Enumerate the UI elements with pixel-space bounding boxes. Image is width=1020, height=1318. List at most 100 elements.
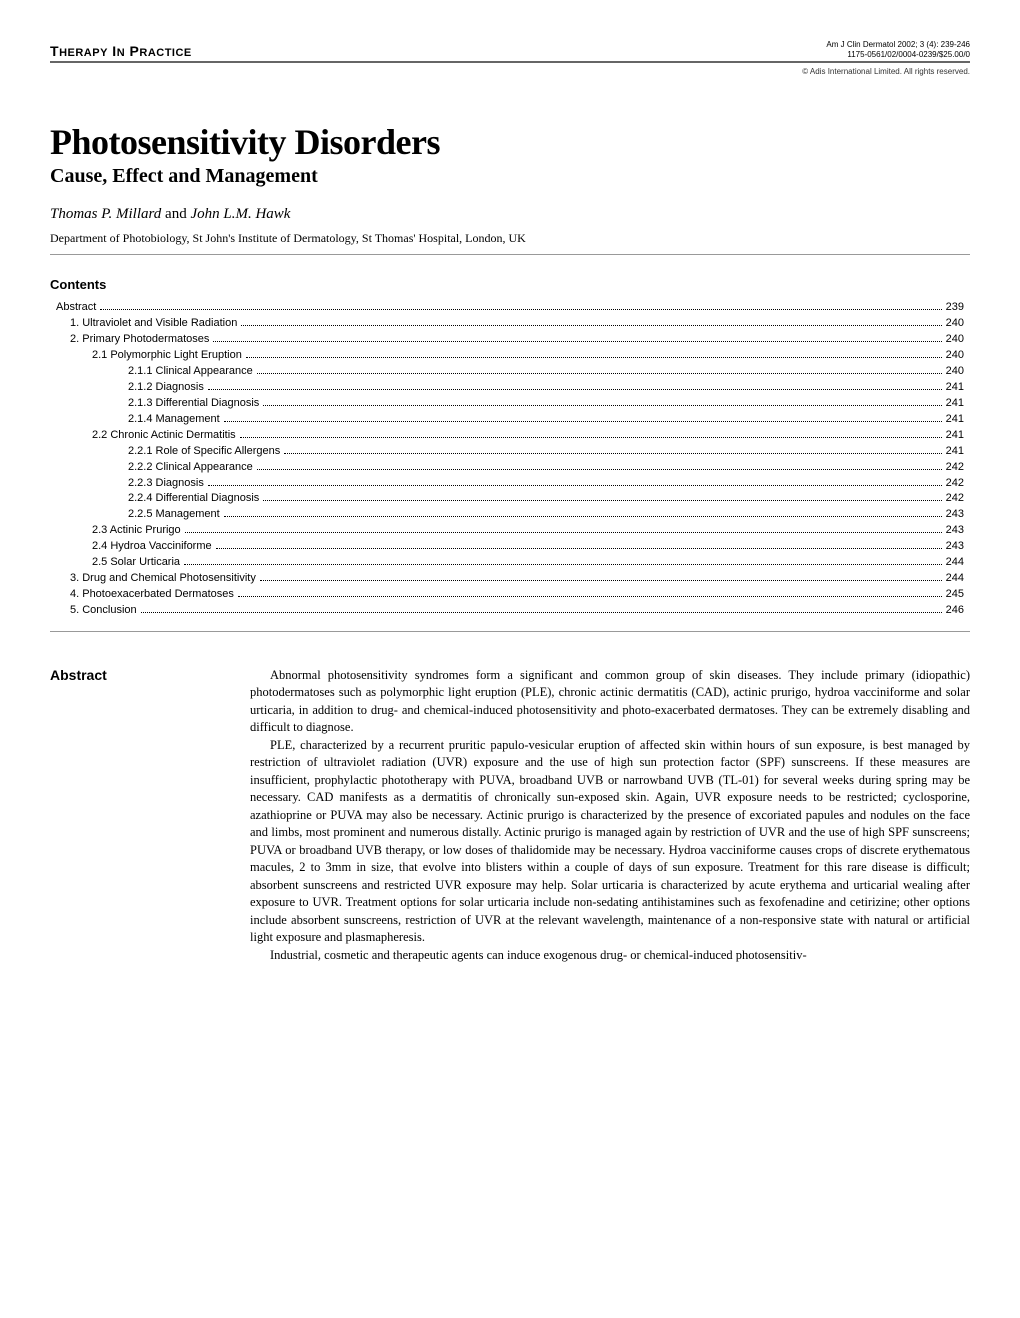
toc-row: 2.4 Hydroa Vacciniforme 243: [56, 539, 964, 555]
toc-dots: [224, 516, 942, 517]
toc-page: 241: [946, 412, 964, 428]
toc-page: 241: [946, 428, 964, 444]
toc-label: 2.1.4 Management: [128, 412, 220, 428]
toc-label: 2.5 Solar Urticaria: [92, 555, 180, 571]
toc-label: 2.4 Hydroa Vacciniforme: [92, 539, 212, 555]
toc-label: 2.1 Polymorphic Light Eruption: [92, 348, 242, 364]
toc-dots: [208, 485, 942, 486]
toc-page: 241: [946, 444, 964, 460]
toc-page: 244: [946, 571, 964, 587]
toc-dots: [141, 612, 942, 613]
section-label-text: THERAPY IN PRACTICE: [50, 43, 192, 59]
citation-block: Am J Clin Dermatol 2002; 3 (4): 239-246 …: [826, 40, 970, 59]
page-header: THERAPY IN PRACTICE Am J Clin Dermatol 2…: [50, 40, 970, 63]
subtitle: Cause, Effect and Management: [50, 165, 970, 188]
toc-page: 239: [946, 300, 964, 316]
abstract-label: Abstract: [50, 667, 220, 965]
toc-page: 242: [946, 476, 964, 492]
title-block: Photosensitivity Disorders Cause, Effect…: [50, 121, 970, 246]
toc-label: 2.3 Actinic Prurigo: [92, 523, 181, 539]
toc-page: 246: [946, 603, 964, 619]
toc-row: Abstract 239: [56, 300, 964, 316]
toc-label: 2.2 Chronic Actinic Dermatitis: [92, 428, 236, 444]
toc-dots: [213, 341, 941, 342]
table-of-contents: Abstract 2391. Ultraviolet and Visible R…: [50, 300, 970, 619]
toc-label: 2.2.4 Differential Diagnosis: [128, 491, 259, 507]
toc-row: 2.2.5 Management 243: [56, 507, 964, 523]
toc-dots: [263, 500, 941, 501]
toc-dots: [246, 357, 942, 358]
toc-dots: [184, 564, 942, 565]
toc-label: 2.2.2 Clinical Appearance: [128, 460, 253, 476]
toc-page: 244: [946, 555, 964, 571]
toc-label: 2. Primary Photodermatoses: [70, 332, 209, 348]
toc-dots: [260, 580, 942, 581]
toc-dots: [263, 405, 941, 406]
toc-page: 240: [946, 316, 964, 332]
toc-row: 2.2.4 Differential Diagnosis 242: [56, 491, 964, 507]
toc-row: 2.1.3 Differential Diagnosis 241: [56, 396, 964, 412]
toc-page: 241: [946, 396, 964, 412]
toc-dots: [257, 373, 942, 374]
citation-line-1: Am J Clin Dermatol 2002; 3 (4): 239-246: [826, 40, 970, 50]
abstract-p3: Industrial, cosmetic and therapeutic age…: [250, 947, 970, 965]
toc-row: 2.2.3 Diagnosis 242: [56, 476, 964, 492]
section-label: THERAPY IN PRACTICE: [50, 43, 192, 59]
toc-row: 1. Ultraviolet and Visible Radiation 240: [56, 316, 964, 332]
abstract-p1: Abnormal photosensitivity syndromes form…: [250, 667, 970, 737]
toc-dots: [284, 453, 941, 454]
toc-row: 2.2.1 Role of Specific Allergens 241: [56, 444, 964, 460]
copyright-line: © Adis International Limited. All rights…: [50, 67, 970, 76]
abstract-body: Abnormal photosensitivity syndromes form…: [250, 667, 970, 965]
toc-page: 242: [946, 491, 964, 507]
citation-line-2: 1175-0561/02/0004-0239/$25.00/0: [826, 50, 970, 60]
toc-label: 2.2.5 Management: [128, 507, 220, 523]
toc-row: 2.1.1 Clinical Appearance 240: [56, 364, 964, 380]
toc-dots: [238, 596, 942, 597]
toc-label: 2.1.1 Clinical Appearance: [128, 364, 253, 380]
toc-page: 240: [946, 348, 964, 364]
toc-dots: [208, 389, 942, 390]
main-title: Photosensitivity Disorders: [50, 121, 970, 163]
toc-row: 2.1.4 Management 241: [56, 412, 964, 428]
affiliation: Department of Photobiology, St John's In…: [50, 231, 970, 246]
contents-heading: Contents: [50, 277, 970, 292]
toc-row: 4. Photoexacerbated Dermatoses 245: [56, 587, 964, 603]
toc-page: 243: [946, 523, 964, 539]
divider-bottom: [50, 631, 970, 632]
toc-page: 240: [946, 364, 964, 380]
toc-dots: [240, 437, 942, 438]
toc-label: 2.2.3 Diagnosis: [128, 476, 204, 492]
toc-label: 2.1.3 Differential Diagnosis: [128, 396, 259, 412]
toc-page: 243: [946, 539, 964, 555]
toc-row: 2.1 Polymorphic Light Eruption 240: [56, 348, 964, 364]
toc-label: Abstract: [56, 300, 96, 316]
toc-dots: [241, 325, 941, 326]
toc-dots: [185, 532, 942, 533]
authors-and: and: [161, 206, 190, 222]
toc-label: 2.2.1 Role of Specific Allergens: [128, 444, 280, 460]
toc-label: 5. Conclusion: [70, 603, 137, 619]
toc-dots: [100, 309, 941, 310]
abstract-p2: PLE, characterized by a recurrent prurit…: [250, 737, 970, 947]
author-1: Thomas P. Millard: [50, 206, 161, 222]
toc-row: 2.5 Solar Urticaria 244: [56, 555, 964, 571]
toc-page: 243: [946, 507, 964, 523]
toc-label: 3. Drug and Chemical Photosensitivity: [70, 571, 256, 587]
toc-page: 240: [946, 332, 964, 348]
author-2: John L.M. Hawk: [190, 206, 290, 222]
toc-row: 5. Conclusion 246: [56, 603, 964, 619]
divider-top: [50, 254, 970, 255]
toc-dots: [257, 469, 942, 470]
toc-label: 1. Ultraviolet and Visible Radiation: [70, 316, 237, 332]
toc-label: 4. Photoexacerbated Dermatoses: [70, 587, 234, 603]
toc-row: 2. Primary Photodermatoses 240: [56, 332, 964, 348]
toc-row: 2.2.2 Clinical Appearance 242: [56, 460, 964, 476]
toc-row: 3. Drug and Chemical Photosensitivity 24…: [56, 571, 964, 587]
toc-page: 241: [946, 380, 964, 396]
toc-dots: [216, 548, 942, 549]
toc-label: 2.1.2 Diagnosis: [128, 380, 204, 396]
authors: Thomas P. Millard and John L.M. Hawk: [50, 206, 970, 223]
toc-page: 242: [946, 460, 964, 476]
toc-dots: [224, 421, 942, 422]
